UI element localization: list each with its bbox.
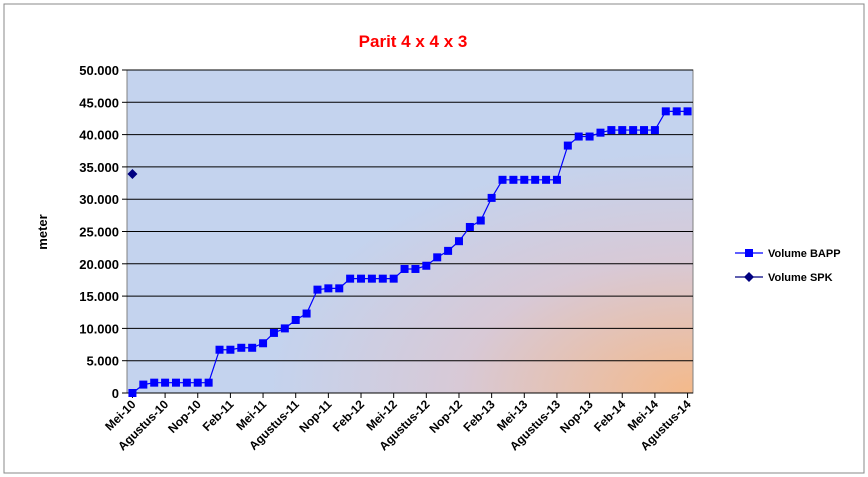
point (204, 378, 213, 387)
point (661, 107, 670, 116)
y-tick-label: 30.000 (79, 192, 119, 207)
y-tick-label: 50.000 (79, 63, 119, 78)
point (248, 343, 257, 352)
point (531, 175, 540, 184)
point (237, 343, 246, 352)
legend-marker (744, 272, 754, 282)
point (335, 284, 344, 293)
point (378, 274, 387, 283)
y-tick-label: 10.000 (79, 321, 119, 336)
point (454, 237, 463, 246)
point (161, 378, 170, 387)
point (498, 175, 507, 184)
point (542, 175, 551, 184)
point (259, 339, 268, 348)
y-tick-label: 5.000 (86, 354, 119, 369)
y-tick-label: 35.000 (79, 160, 119, 175)
y-tick-label: 25.000 (79, 225, 119, 240)
point (357, 274, 366, 283)
point (465, 222, 474, 231)
point (127, 169, 138, 180)
point (585, 132, 594, 141)
point (650, 126, 659, 135)
point (193, 378, 202, 387)
point (487, 193, 496, 202)
point (607, 126, 616, 135)
point (444, 246, 453, 255)
point (226, 345, 235, 354)
y-tick-label: 20.000 (79, 257, 119, 272)
point (291, 316, 300, 325)
point (324, 284, 333, 293)
y-tick-label: 40.000 (79, 128, 119, 143)
chart-title: Parit 4 x 4 x 3 (359, 32, 468, 51)
point (552, 175, 561, 184)
point (672, 107, 681, 116)
point (640, 126, 649, 135)
point (280, 324, 289, 333)
point (683, 107, 692, 116)
point (563, 141, 572, 150)
y-tick-label: 15.000 (79, 289, 119, 304)
point (150, 378, 159, 387)
point (411, 264, 420, 273)
point (618, 126, 627, 135)
point (346, 274, 355, 283)
point (400, 264, 409, 273)
point (433, 253, 442, 262)
y-tick-label: 45.000 (79, 95, 119, 110)
legend-label: Volume BAPP (768, 248, 841, 260)
point (182, 378, 191, 387)
point (422, 261, 431, 270)
point (313, 285, 322, 294)
point (574, 132, 583, 141)
point (139, 380, 148, 389)
series-line (132, 110, 688, 394)
point (128, 389, 137, 397)
point (302, 309, 311, 318)
legend-marker (745, 249, 753, 257)
y-tick-label: 0 (112, 386, 119, 401)
point (389, 274, 398, 283)
point (215, 345, 224, 354)
point (171, 378, 180, 387)
point (476, 216, 485, 225)
point (367, 274, 376, 283)
point (509, 175, 518, 184)
point (629, 126, 638, 135)
y-axis-label: meter (35, 214, 50, 249)
point (596, 128, 605, 137)
point (269, 328, 278, 337)
legend-label: Volume SPK (768, 272, 833, 284)
point (520, 175, 529, 184)
